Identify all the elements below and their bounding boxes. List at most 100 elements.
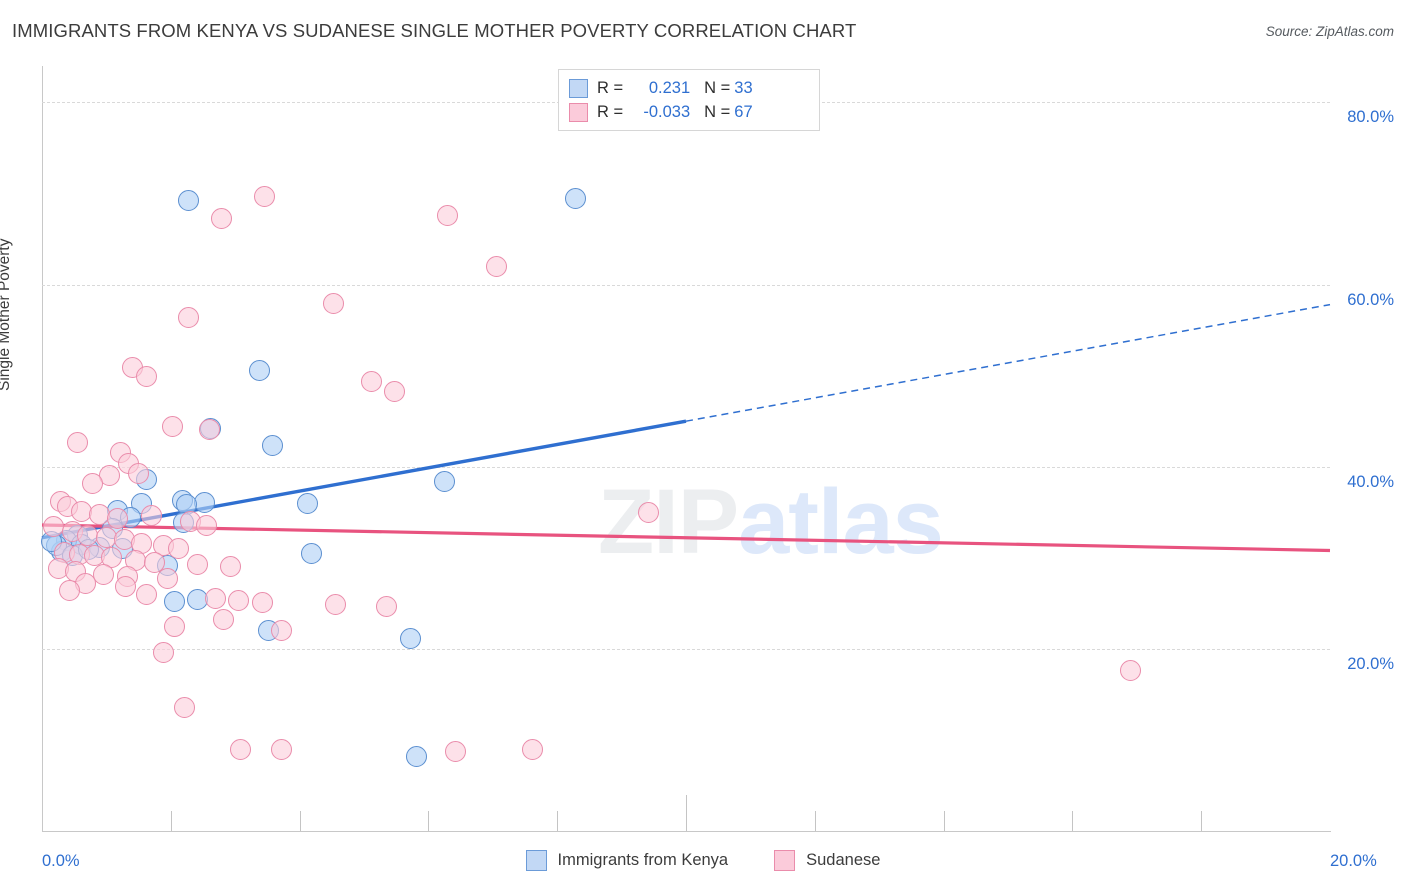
- scatter-point[interactable]: [564, 187, 586, 209]
- scatter-point[interactable]: [271, 620, 293, 642]
- scatter-point[interactable]: [177, 306, 199, 328]
- scatter-point[interactable]: [168, 538, 190, 560]
- x-axis-tick: [1072, 811, 1074, 831]
- scatter-point[interactable]: [161, 416, 183, 438]
- y-axis-line: [42, 66, 43, 831]
- scatter-point[interactable]: [135, 583, 157, 605]
- page-title: IMMIGRANTS FROM KENYA VS SUDANESE SINGLE…: [12, 20, 857, 41]
- x-axis-tick: [1201, 811, 1203, 831]
- scatter-point[interactable]: [296, 492, 318, 514]
- scatter-point[interactable]: [144, 551, 166, 573]
- scatter-point[interactable]: [1119, 660, 1141, 682]
- scatter-point[interactable]: [76, 524, 98, 546]
- y-axis-label: 80.0%: [1347, 108, 1394, 127]
- x-axis-tick: [943, 811, 945, 831]
- x-axis-tick: [557, 811, 559, 831]
- trend-lines: [41, 303, 1331, 553]
- scatter-point[interactable]: [128, 462, 150, 484]
- scatter-point[interactable]: [262, 435, 284, 457]
- y-axis-label: 60.0%: [1347, 290, 1394, 309]
- n-label-kenya: N =: [704, 78, 731, 97]
- series-label-sudanese: Sudanese: [806, 851, 881, 869]
- scatter-point[interactable]: [249, 359, 271, 381]
- x-axis-line: [42, 831, 1331, 832]
- scatter-point[interactable]: [177, 190, 199, 212]
- r-value-sudanese: -0.033: [643, 102, 691, 121]
- correlation-row-kenya: R = 0.231 N = 33: [569, 76, 809, 100]
- n-value-kenya: 33: [734, 78, 753, 97]
- series-legend-item-sudanese[interactable]: Sudanese: [774, 850, 880, 871]
- scatter-point[interactable]: [399, 628, 421, 650]
- series-swatch-kenya-icon: [525, 850, 547, 871]
- plot-area: ZIPatlas: [41, 66, 1331, 831]
- y-axis-label: 20.0%: [1347, 654, 1394, 673]
- scatter-point[interactable]: [227, 590, 249, 612]
- x-axis-tick: [428, 811, 430, 831]
- x-axis-label-min: 0.0%: [42, 852, 80, 870]
- scatter-point[interactable]: [361, 370, 383, 392]
- scatter-point[interactable]: [157, 568, 179, 590]
- scatter-point[interactable]: [58, 580, 80, 602]
- scatter-point[interactable]: [195, 514, 217, 536]
- scatter-point[interactable]: [300, 542, 322, 564]
- scatter-point[interactable]: [187, 553, 209, 575]
- scatter-point[interactable]: [271, 739, 293, 761]
- scatter-point[interactable]: [229, 738, 251, 760]
- scatter-point[interactable]: [210, 207, 232, 229]
- legend-swatch-kenya-icon: [569, 78, 588, 98]
- scatter-point[interactable]: [638, 501, 660, 523]
- series-label-kenya: Immigrants from Kenya: [557, 851, 729, 869]
- series-swatch-sudanese-icon: [774, 850, 796, 871]
- scatter-point[interactable]: [485, 255, 507, 277]
- r-value-kenya: 0.231: [648, 78, 691, 97]
- scatter-point[interactable]: [253, 185, 275, 207]
- scatter-point[interactable]: [376, 595, 398, 617]
- trend-line: [685, 303, 1331, 422]
- n-label-sudanese: N =: [704, 102, 731, 121]
- correlation-row-sudanese: R = -0.033 N = 67: [569, 100, 809, 124]
- source-attribution: Source: ZipAtlas.com: [1265, 24, 1394, 39]
- gridline: [42, 648, 1330, 650]
- scatter-point[interactable]: [434, 470, 455, 492]
- x-axis-label-max: 20.0%: [1330, 852, 1377, 870]
- x-axis-tick: [686, 795, 687, 831]
- gridline: [42, 466, 1330, 468]
- scatter-point[interactable]: [522, 739, 544, 761]
- scatter-point[interactable]: [66, 431, 88, 453]
- scatter-point[interactable]: [92, 563, 114, 585]
- scatter-point[interactable]: [384, 380, 406, 402]
- n-value-sudanese: 67: [734, 102, 753, 121]
- scatter-point[interactable]: [437, 204, 459, 226]
- scatter-point[interactable]: [107, 508, 129, 530]
- scatter-point[interactable]: [198, 418, 220, 440]
- scatter-point[interactable]: [251, 591, 273, 613]
- scatter-point[interactable]: [205, 588, 227, 610]
- scatter-point[interactable]: [324, 593, 346, 615]
- x-axis-tick: [299, 811, 301, 831]
- scatter-point[interactable]: [174, 696, 196, 718]
- scatter-point[interactable]: [406, 745, 428, 767]
- scatter-point[interactable]: [444, 741, 466, 763]
- scatter-point[interactable]: [193, 491, 215, 513]
- scatter-point[interactable]: [219, 556, 241, 578]
- scatter-point[interactable]: [163, 591, 185, 612]
- correlation-legend: R = 0.231 N = 33 R = -0.033 N = 67: [558, 69, 820, 131]
- y-axis-label: 40.0%: [1347, 472, 1394, 491]
- scatter-point[interactable]: [213, 609, 235, 631]
- gridline: [42, 284, 1330, 286]
- series-legend-item-kenya[interactable]: Immigrants from Kenya: [525, 850, 729, 871]
- scatter-point[interactable]: [115, 576, 137, 598]
- x-axis-tick: [170, 811, 172, 831]
- scatter-point[interactable]: [152, 642, 174, 663]
- x-axis-tick: [814, 811, 816, 831]
- scatter-point[interactable]: [81, 472, 103, 494]
- scatter-point[interactable]: [322, 293, 344, 315]
- trend-line: [41, 523, 1331, 553]
- r-label-kenya: R =: [597, 78, 624, 97]
- scatter-point[interactable]: [163, 615, 185, 637]
- legend-swatch-sudanese-icon: [569, 102, 588, 122]
- series-legend: Immigrants from Kenya Sudanese: [0, 850, 1406, 871]
- scatter-point[interactable]: [135, 366, 157, 388]
- scatter-point[interactable]: [140, 505, 162, 527]
